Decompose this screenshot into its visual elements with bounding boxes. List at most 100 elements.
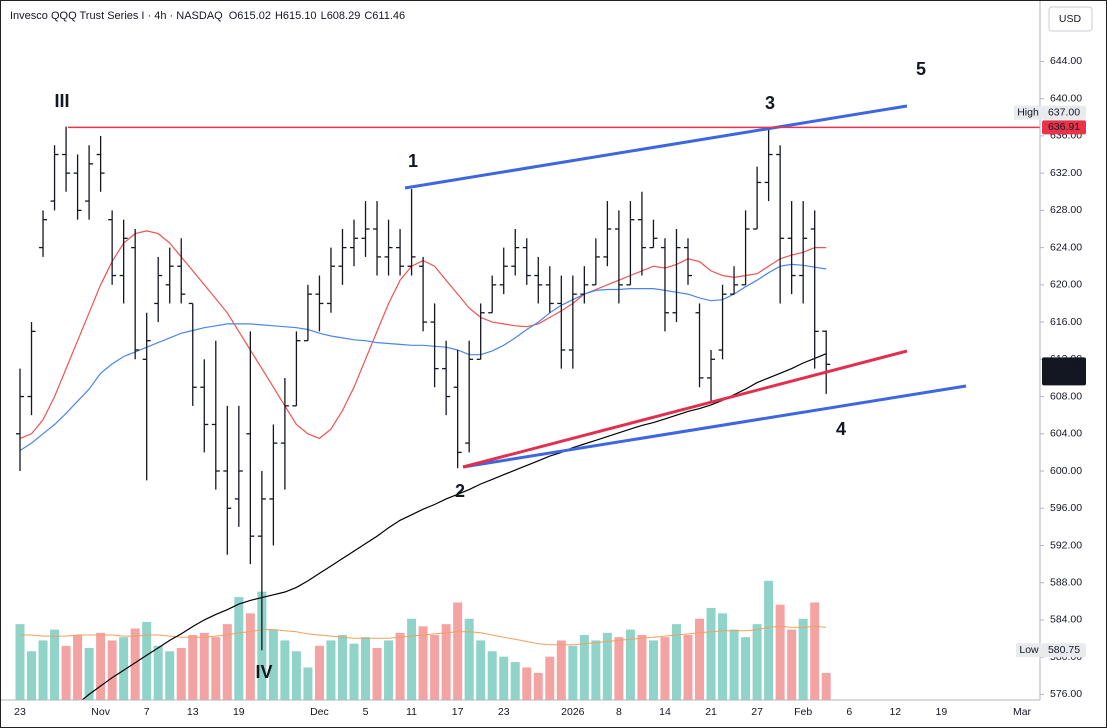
volume-bar [73,635,83,700]
y-tick-label: 604.00 [1050,428,1082,440]
y-tick-label: 624.00 [1050,241,1082,253]
chart-header: Invesco QQQ Trust Series I · 4h · NASDAQ… [10,10,405,22]
trend-line [462,384,967,469]
y-tick-label: 576.00 [1050,688,1082,700]
x-tick-label: 5 [363,706,369,718]
x-tick-label: 14 [659,706,671,718]
volume-bar [15,624,25,700]
volume-bar [810,602,820,700]
volume-bar [245,613,255,700]
volume-bar [38,640,48,700]
high-value: 637.00 [1048,106,1080,118]
volume-bar [314,645,324,700]
volume-bar [729,629,739,700]
countdown: 03:20:49 [1044,371,1085,383]
x-tick-label: 12 [889,706,901,718]
currency[interactable]: USD [1059,13,1082,25]
volume-bar [545,656,555,700]
volume-bar [430,635,440,700]
wave-label: 1 [408,151,418,171]
volume-bar [787,629,797,700]
last-price-box [1042,357,1086,386]
y-tick-label: 584.00 [1050,614,1082,626]
x-tick-label: Nov [91,706,110,718]
volume-bar [764,580,774,700]
x-tick-label: 17 [452,706,464,718]
low-value: 580.75 [1048,644,1080,656]
wave-label: IV [255,662,272,682]
drawings [68,104,1040,469]
level-label: 636.91 [1048,121,1080,133]
y-tick-label: 600.00 [1050,465,1082,477]
low-tag [1016,643,1042,658]
volume-bar [96,632,106,700]
volume-bar [395,632,405,700]
volume-bar [718,613,728,700]
x-tick-label: Mar [1013,706,1032,718]
y-tick-label: 644.00 [1050,55,1082,67]
level-label-box [1042,120,1086,135]
volume-bar [27,651,37,700]
volume-bar [533,672,543,700]
volume-bar [361,637,371,700]
volume-bar [349,643,359,700]
volume-bar [372,648,382,700]
ohlc-value: 615.10 [283,10,317,22]
x-tick-label: 19 [936,706,948,718]
x-tick-label: 6 [846,706,852,718]
ohlc-value: 608.29 [327,10,361,22]
volume-bar [671,624,681,700]
trend-line [404,104,908,190]
x-tick-label: 8 [616,706,622,718]
volume-bar [50,629,60,700]
volume-bar [522,667,532,700]
x-tick-label: 2026 [561,706,585,718]
y-tick-label: 588.00 [1050,576,1082,588]
wave-label: 5 [916,59,926,79]
plot-area [15,126,831,700]
volume-bar [165,651,175,700]
volume-bar [648,640,658,700]
wave-label: 2 [455,481,465,501]
x-tick-label: Feb [794,706,812,718]
volume-bar [199,632,209,700]
volume-bar [107,640,117,700]
volume-bar [741,637,751,700]
ohlc-value: 611.46 [372,10,405,22]
volume-bar [602,632,612,700]
ohlc-label: L [321,10,327,22]
x-tick-label: 19 [233,706,245,718]
volume-bar [441,624,451,700]
wave-label: 4 [836,419,846,439]
x-tick-label: 13 [187,706,199,718]
volume-bar [188,635,198,700]
volume-average [20,625,827,646]
volume-bar [337,635,347,700]
low-box [1042,643,1086,658]
volume-bar [821,672,831,700]
volume-bar [683,635,693,700]
volume-bar [84,648,94,700]
volume-bar [556,640,566,700]
x-tick-label: 7 [144,706,150,718]
volume-bar [418,626,428,700]
currency-button[interactable] [1048,6,1093,32]
x-tick-label: 27 [751,706,763,718]
x-tick-label: 23 [498,706,510,718]
volume-bar [591,640,601,700]
ohlc-label: H [275,10,283,22]
y-tick-label: 632.00 [1050,167,1082,179]
y-tick-label: 620.00 [1050,279,1082,291]
volume-bar [499,656,509,700]
y-tick-label: 616.00 [1050,316,1082,328]
y-tick-label: 592.00 [1050,539,1082,551]
high-tag [1014,105,1042,120]
volume-bar [222,624,232,700]
volume-bar [326,640,336,700]
volume-bar [453,602,463,700]
volume-bar [464,618,474,700]
volume-bar [706,607,716,700]
y-tick-label: 640.00 [1050,92,1082,104]
